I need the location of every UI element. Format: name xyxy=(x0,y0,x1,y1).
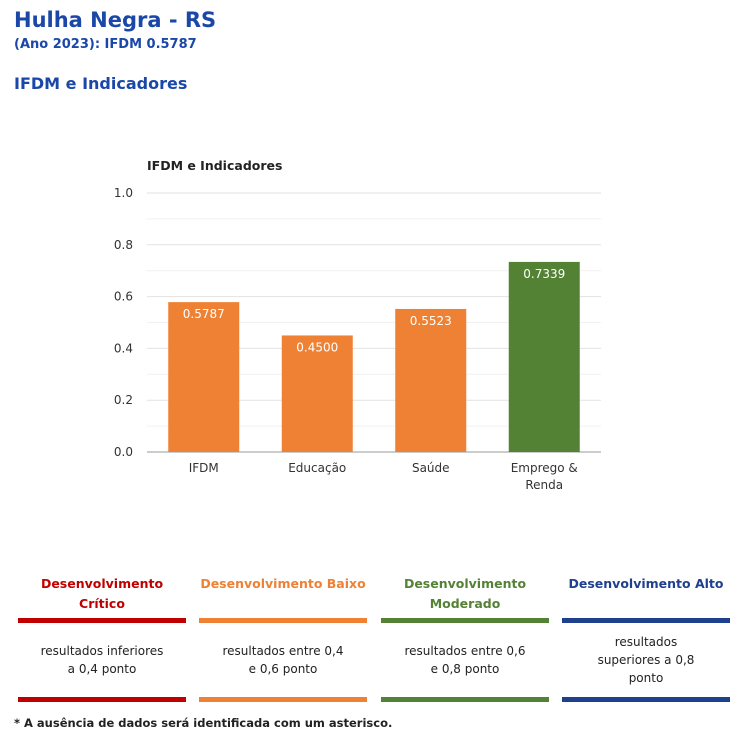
bar xyxy=(395,308,467,452)
legend-title: Desenvolvimento Alto xyxy=(568,576,724,591)
legend-color-bar xyxy=(381,697,549,702)
y-tick-label: 0.8 xyxy=(114,238,133,252)
footnote: * A ausência de dados será identificada … xyxy=(14,716,393,730)
bar xyxy=(168,302,240,452)
page-title: Hulha Negra - RS xyxy=(14,8,217,32)
x-tick-label: Saúde xyxy=(412,461,450,475)
legend-title: Desenvolvimento Baixo xyxy=(200,576,366,591)
bar-chart: IFDM e Indicadores 0.0 0.2 0.4 0.6 0.8 1.0 0.57… xyxy=(114,158,601,492)
legend-description: resultados entre 0,6 e 0,8 ponto xyxy=(404,644,526,676)
data-label: 0.5523 xyxy=(410,314,452,328)
legend-baixo: Desenvolvimento Baixo resultados entre 0… xyxy=(199,574,367,702)
legend-alto: Desenvolvimento Alto resultados superior… xyxy=(562,574,730,702)
data-label: 0.4500 xyxy=(296,340,338,354)
y-tick-label: 0.4 xyxy=(114,341,133,355)
x-tick-label: Renda xyxy=(525,478,563,492)
legend-color-bar xyxy=(18,697,186,702)
bar xyxy=(281,335,353,452)
y-tick-label: 1.0 xyxy=(114,186,133,200)
y-tick-label: 0.6 xyxy=(114,290,133,304)
legend-color-bar xyxy=(199,697,367,702)
x-tick-label: IFDM xyxy=(189,461,219,475)
legend-moderado: Desenvolvimento Moderado resultados entr… xyxy=(381,574,549,702)
legend-color-bar xyxy=(199,618,367,623)
data-label: 0.5787 xyxy=(183,307,225,321)
legend-description: resultados inferiores a 0,4 ponto xyxy=(40,644,164,676)
legend-title: Desenvolvimento Moderado xyxy=(403,576,527,611)
section-title: IFDM e Indicadores xyxy=(14,74,188,93)
data-label: 0.7339 xyxy=(523,267,565,281)
page-subtitle: (Ano 2023): IFDM 0.5787 xyxy=(14,37,197,52)
legend-description: resultados superiores a 0,8 ponto xyxy=(597,635,695,685)
legend-title: Desenvolvimento Crítico xyxy=(40,576,164,611)
legend-critico: Desenvolvimento Crítico resultados infer… xyxy=(18,574,186,702)
legend-color-bar xyxy=(18,618,186,623)
legend-description: resultados entre 0,4 e 0,6 ponto xyxy=(222,644,344,676)
legend-color-bar xyxy=(562,697,730,702)
chart-title: IFDM e Indicadores xyxy=(147,158,282,173)
legend-color-bar xyxy=(381,618,549,623)
bar xyxy=(508,261,580,452)
x-tick-label: Emprego & xyxy=(511,461,578,475)
legend-color-bar xyxy=(562,618,730,623)
y-tick-label: 0.2 xyxy=(114,393,133,407)
y-tick-label: 0.0 xyxy=(114,445,133,459)
x-tick-label: Educação xyxy=(288,461,346,475)
